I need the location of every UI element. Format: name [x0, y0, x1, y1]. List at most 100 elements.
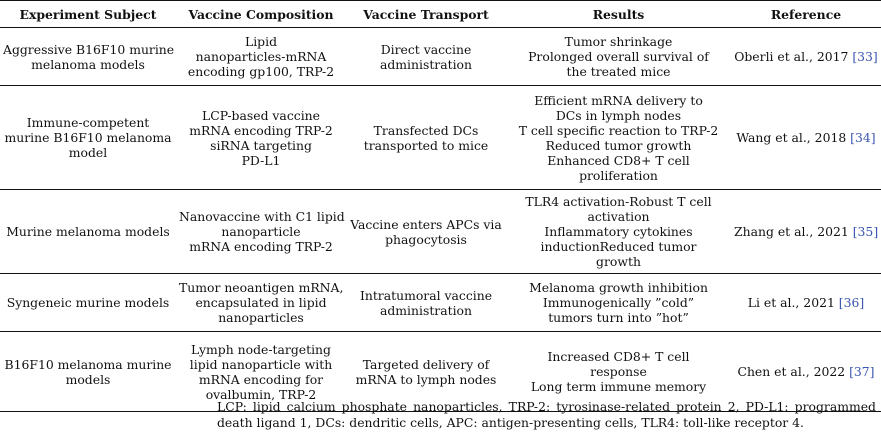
- results-line: Efficient mRNA delivery to: [534, 92, 703, 108]
- vaccine-composition-cell: Nanovaccine with C1 lipid nanoparticle mRN…: [176, 189, 346, 274]
- experiment-subject-line: murine B16F10 melanoma: [4, 130, 172, 145]
- vaccine-composition-line: Nanovaccine with C1 lipid: [179, 209, 345, 224]
- experiment-subject-line: Immune-competent: [26, 115, 150, 130]
- reference-cell: Wang et al., 2018 [34]: [731, 85, 881, 190]
- results-line: Melanoma growth inhibition: [529, 280, 708, 295]
- experiment-subject-line: Murine melanoma models: [6, 224, 170, 239]
- results-line: Long term immune memory: [530, 379, 707, 394]
- results-line: response: [590, 364, 647, 379]
- vaccine-transport-line: Transfected DCs: [373, 122, 479, 138]
- experiment-subject-cell: Aggressive B16F10 murine melanoma models: [0, 27, 176, 86]
- experiment-subject-cell: Immune-competent murine B16F10 melanoma mo…: [0, 85, 176, 190]
- vaccine-transport-line: mRNA to lymph nodes: [355, 371, 497, 387]
- reference-citation-link[interactable]: [37]: [849, 364, 875, 379]
- vaccine-composition-line: Lipid: [244, 34, 278, 49]
- reference-cell: Chen et al., 2022 [37]: [731, 331, 881, 412]
- vaccine-transport-line: Vaccine enters APCs via: [350, 216, 502, 232]
- results-line: Enhanced CD8+ T cell: [547, 152, 690, 168]
- reference-cell: Zhang et al., 2021 [35]: [731, 189, 881, 274]
- vaccine-composition-line: LCP-based vaccine: [202, 107, 320, 123]
- results-line: tumors turn into ”hot”: [548, 310, 689, 325]
- vaccine-transport-cell: Targeted delivery of mRNA to lymph nodes: [346, 331, 506, 412]
- reference-text: Oberli et al., 2017: [734, 49, 853, 64]
- reference-cell: Oberli et al., 2017 [33]: [731, 27, 881, 86]
- vaccine-composition-line: mRNA encoding TRP-2: [189, 239, 333, 254]
- results-line: Inflammatory cytokines: [544, 224, 693, 239]
- vaccine-composition-cell: Lipid nanoparticles-mRNA encoding gp100, T…: [176, 27, 346, 86]
- vaccine-composition-line: mRNA encoding TRP-2: [189, 122, 333, 138]
- results-line: the treated mice: [566, 64, 671, 79]
- table-row: Immune-competent murine B16F10 melanoma mo…: [0, 85, 881, 190]
- vaccine-transport-line: transported to mice: [363, 137, 489, 153]
- results-line: activation: [587, 209, 650, 224]
- vaccine-transport-line: administration: [379, 56, 472, 72]
- results-line: inductionReduced tumor: [540, 239, 697, 254]
- header-experiment-subject: Experiment Subject: [0, 0, 176, 28]
- vaccine-transport-cell: Intratumoral vaccine administration: [346, 273, 506, 332]
- vaccine-composition-line: nanoparticle: [221, 224, 301, 239]
- experiment-subject-line: B16F10 melanoma murine: [4, 356, 172, 372]
- results-cell: Efficient mRNA delivery to DCs in lymph n…: [506, 85, 731, 190]
- table-row: Aggressive B16F10 murine melanoma models L…: [0, 27, 881, 86]
- vaccine-composition-line: encapsulated in lipid: [195, 295, 327, 310]
- results-cell: Melanoma growth inhibition Immunogenicall…: [506, 273, 731, 332]
- results-line: Tumor shrinkage: [564, 34, 673, 49]
- results-line: TLR4 activation-Robust T cell: [525, 194, 712, 209]
- header-reference: Reference: [731, 0, 881, 28]
- vaccine-composition-cell: LCP-based vaccine mRNA encoding TRP-2 siRN…: [176, 85, 346, 190]
- results-line: Immunogenically ”cold”: [542, 295, 695, 310]
- header-results: Results: [506, 0, 731, 28]
- table-header-row: Experiment Subject Vaccine Composition V…: [0, 0, 881, 28]
- vaccine-transport-line: phagocytosis: [385, 231, 467, 247]
- vaccine-composition-line: nanoparticles: [218, 310, 304, 325]
- experiment-subject-cell: B16F10 melanoma murine models: [0, 331, 176, 412]
- results-line: Prolonged overall survival of: [528, 49, 709, 64]
- reference-cell: Li et al., 2021 [36]: [731, 273, 881, 332]
- vaccine-composition-cell: Lymph node-targeting lipid nanoparticle w…: [176, 331, 346, 412]
- vaccine-transport-cell: Vaccine enters APCs via phagocytosis: [346, 189, 506, 274]
- vaccine-transport-line: Targeted delivery of: [362, 356, 490, 372]
- vaccine-composition-cell: Tumor neoantigen mRNA, encapsulated in li…: [176, 273, 346, 332]
- results-line: proliferation: [579, 167, 658, 183]
- reference-citation-link[interactable]: [34]: [850, 130, 876, 145]
- results-line: Increased CD8+ T cell: [547, 349, 690, 364]
- reference-citation-link[interactable]: [35]: [852, 224, 879, 239]
- vaccine-composition-line: PD-L1: [241, 152, 281, 168]
- header-vaccine-composition: Vaccine Composition: [176, 0, 346, 28]
- results-cell: Increased CD8+ T cell response Long term i…: [506, 331, 731, 412]
- table-row: Murine melanoma models Nanovaccine with C…: [0, 189, 881, 274]
- reference-citation-link[interactable]: [36]: [838, 295, 865, 310]
- vaccine-transport-line: administration: [379, 302, 472, 318]
- vaccine-composition-line: lipid nanoparticle with: [189, 356, 333, 372]
- results-cell: TLR4 activation-Robust T cell activation I…: [506, 189, 731, 274]
- experiment-subject-cell: Syngeneic murine models: [0, 273, 176, 332]
- vaccine-composition-line: Lymph node-targeting: [191, 341, 331, 357]
- table-body: Aggressive B16F10 murine melanoma models L…: [0, 27, 881, 412]
- experiment-subject-line: models: [65, 371, 111, 387]
- table-row: B16F10 melanoma murine models Lymph node-t…: [0, 331, 881, 412]
- experiment-subject-line: Syngeneic murine models: [6, 295, 170, 310]
- reference-text: Li et al., 2021: [747, 295, 839, 310]
- vaccine-transport-cell: Transfected DCs transported to mice: [346, 85, 506, 190]
- vaccine-transport-cell: Direct vaccine administration: [346, 27, 506, 86]
- reference-citation-link[interactable]: [33]: [852, 49, 878, 64]
- experiment-table: Experiment Subject Vaccine Composition V…: [0, 0, 881, 412]
- results-line: T cell specific reaction to TRP-2: [518, 122, 719, 138]
- vaccine-transport-line: Direct vaccine: [380, 41, 472, 57]
- vaccine-composition-line: Tumor neoantigen mRNA,: [179, 280, 344, 295]
- reference-text: Wang et al., 2018: [736, 130, 851, 145]
- experiment-subject-line: Aggressive B16F10 murine: [3, 41, 175, 57]
- experiment-subject-line: model: [68, 145, 108, 160]
- results-line: Reduced tumor growth: [545, 137, 692, 153]
- vaccine-transport-line: Intratumoral vaccine: [359, 287, 493, 303]
- experiment-subject-cell: Murine melanoma models: [0, 189, 176, 274]
- table-row: Syngeneic murine models Tumor neoantigen …: [0, 273, 881, 332]
- vaccine-composition-line: ovalbumin, TRP-2: [205, 386, 317, 402]
- reference-text: Chen et al., 2022: [737, 364, 850, 379]
- results-line: DCs in lymph nodes: [555, 107, 682, 123]
- reference-text: Zhang et al., 2021: [734, 224, 853, 239]
- vaccine-composition-line: siRNA targeting: [210, 137, 312, 153]
- table-caption: LCP: lipid calcium phosphate nanoparticl…: [217, 399, 876, 430]
- results-line: growth: [596, 254, 641, 269]
- experiment-subject-line: melanoma models: [31, 56, 145, 72]
